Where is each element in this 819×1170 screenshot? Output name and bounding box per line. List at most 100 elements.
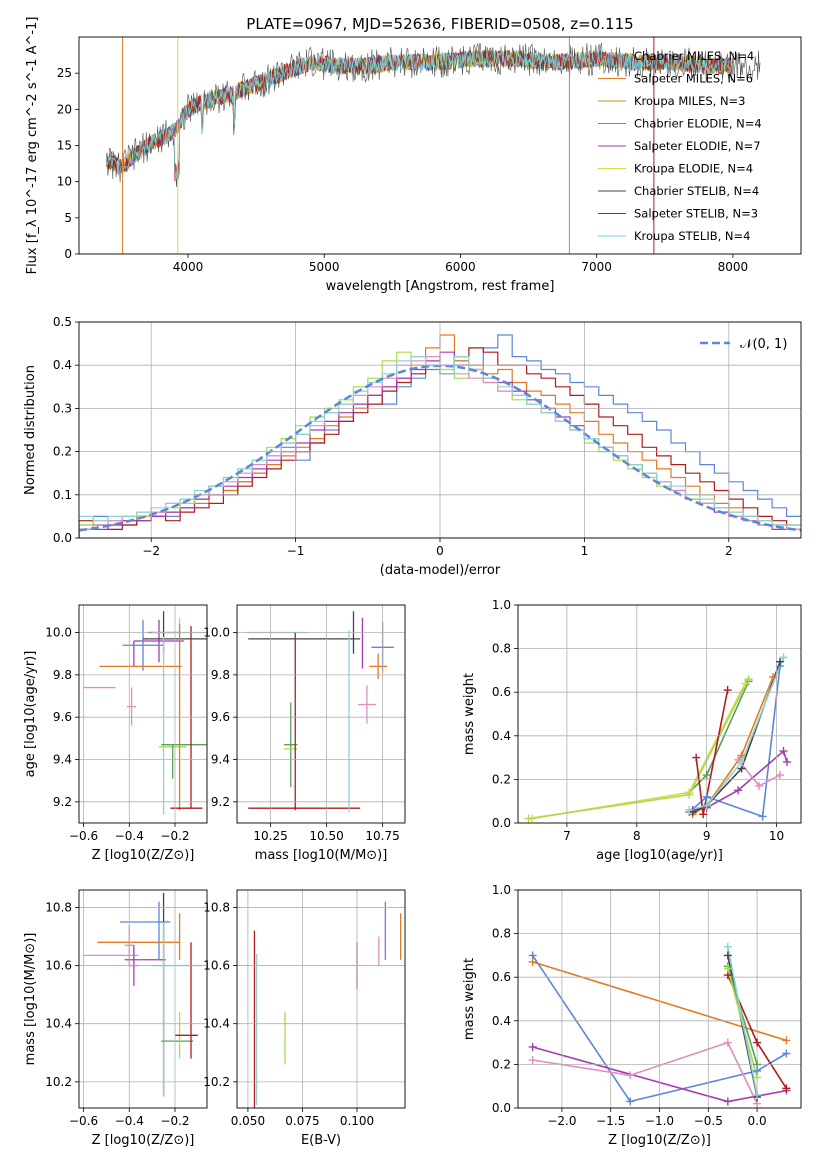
x-tick-label: −0.4 bbox=[115, 1114, 144, 1128]
y-tick-label: 10.8 bbox=[203, 900, 230, 914]
axes-frame bbox=[78, 36, 802, 255]
weight-series-line bbox=[688, 665, 781, 818]
weight-point-marker bbox=[723, 964, 732, 973]
y-tick-label: 10.4 bbox=[203, 1017, 230, 1031]
weight-point-marker bbox=[702, 801, 711, 810]
weight-point-marker bbox=[758, 812, 767, 821]
y-tick-label: 10.8 bbox=[45, 900, 72, 914]
x-tick-label: 10.75 bbox=[365, 829, 399, 843]
weight-point-marker bbox=[702, 792, 711, 801]
x-tick-label: 2 bbox=[725, 544, 733, 558]
weight-point-marker bbox=[782, 1036, 791, 1045]
y-tick-label: 0.5 bbox=[53, 315, 72, 329]
y-tick-label: 1.0 bbox=[492, 598, 511, 612]
plot-area bbox=[83, 892, 203, 1097]
y-tick-label: 0.1 bbox=[53, 488, 72, 502]
y-tick-label: 5 bbox=[64, 211, 72, 225]
weight-point-marker bbox=[524, 814, 533, 823]
y-tick-label: 10.6 bbox=[45, 959, 72, 973]
y-tick-label: 0.4 bbox=[492, 729, 511, 743]
weight-point-marker bbox=[753, 1073, 762, 1082]
weight-point-marker bbox=[702, 771, 711, 780]
x-tick-label: −1.0 bbox=[645, 1114, 674, 1128]
y-tick-label: 10 bbox=[57, 175, 72, 189]
x-axis-label: (data-model)/error bbox=[380, 563, 501, 578]
plot-area bbox=[105, 37, 761, 254]
plot-area bbox=[245, 611, 394, 813]
weight-point-marker bbox=[626, 1071, 635, 1080]
weight-series-line bbox=[692, 661, 781, 813]
x-tick-label: 5000 bbox=[309, 260, 340, 274]
y-tick-label: 25 bbox=[57, 66, 72, 80]
y-tick-label: 0 bbox=[64, 247, 72, 261]
spectrum-model-line bbox=[105, 50, 733, 180]
x-tick-label: −1 bbox=[287, 544, 305, 558]
x-tick-label: −2 bbox=[142, 544, 160, 558]
y-axis-label: age [log10(age/yr)] bbox=[23, 651, 38, 778]
weight-point-marker bbox=[685, 790, 694, 799]
y-tick-label: 10.0 bbox=[203, 626, 230, 640]
weight-point-marker bbox=[528, 1042, 537, 1051]
y-axis-label: mass weight bbox=[462, 673, 477, 755]
y-tick-label: 0.8 bbox=[492, 927, 511, 941]
axes-panel-7: −2.0 −1.5 −1.0 −0.5 0.0 0.0 0.2 0.4 0.6 0.8 1.0 Z [… bbox=[462, 883, 802, 1148]
x-tick-label: 10 bbox=[769, 829, 784, 843]
y-tick-label: 15 bbox=[57, 139, 72, 153]
weight-point-marker bbox=[737, 757, 746, 766]
legend-label: 𝒩(0, 1) bbox=[740, 337, 787, 352]
x-tick-label: −1.5 bbox=[596, 1114, 625, 1128]
axes-panel-2: −0.6 −0.4 −0.2 9.2 9.4 9.6 9.8 10.0 Z [log10(Z/Z… bbox=[23, 604, 208, 863]
y-tick-label: 0.0 bbox=[492, 816, 511, 830]
legend-label: Salpeter ELODIE, N=7 bbox=[634, 139, 761, 153]
weight-point-marker bbox=[741, 679, 750, 688]
y-tick-label: 10.0 bbox=[45, 626, 72, 640]
x-tick-label: −0.6 bbox=[69, 829, 98, 843]
weight-point-marker bbox=[753, 1060, 762, 1069]
x-axis-label: mass [log10(M/M⊙)] bbox=[255, 848, 388, 863]
y-tick-label: 9.4 bbox=[211, 753, 230, 767]
y-axis-label: Normed distribution bbox=[23, 365, 38, 495]
weight-point-marker bbox=[528, 957, 537, 966]
weight-series-line bbox=[531, 954, 787, 1103]
weight-point-marker bbox=[723, 951, 732, 960]
weight-point-marker bbox=[699, 810, 708, 819]
weight-point-marker bbox=[753, 1090, 762, 1099]
weight-point-marker bbox=[723, 942, 732, 951]
weight-point-marker bbox=[528, 1056, 537, 1065]
y-axis-label: Flux [f_λ 10^-17 erg cm^-2 s^-1 A^-1] bbox=[25, 17, 40, 275]
weight-series-line bbox=[692, 676, 774, 815]
x-tick-label: −0.6 bbox=[69, 1114, 98, 1128]
weight-point-marker bbox=[685, 805, 694, 814]
figure-title: PLATE=0967, MJD=52636, FIBERID=0508, z=0… bbox=[246, 15, 633, 33]
x-tick-label: −0.2 bbox=[160, 829, 189, 843]
x-tick-label: 0.075 bbox=[285, 1114, 319, 1128]
axes-frame bbox=[236, 889, 406, 1109]
weight-point-marker bbox=[779, 653, 788, 662]
y-axis-label: mass [log10(M/M⊙)] bbox=[23, 933, 38, 1066]
axes-panel-4: 7 8 9 10 0.0 0.2 0.4 0.6 0.8 1.0 age [log10(age/yr… bbox=[462, 598, 802, 863]
x-tick-label: 6000 bbox=[445, 260, 476, 274]
x-tick-label: 0.100 bbox=[340, 1114, 374, 1128]
x-tick-label: 7000 bbox=[581, 260, 612, 274]
legend-label: Kroupa STELIB, N=4 bbox=[634, 229, 751, 243]
x-tick-label: 4000 bbox=[173, 260, 204, 274]
axes-panel-1: −2 −1 0 1 2 0.0 0.1 0.2 0.3 0.4 0.5 (data-model)/er… bbox=[23, 315, 802, 578]
y-axis-label: mass weight bbox=[462, 958, 477, 1040]
y-tick-label: 0.0 bbox=[53, 531, 72, 545]
weight-point-marker bbox=[755, 781, 764, 790]
y-tick-label: 10.4 bbox=[45, 1017, 72, 1031]
y-tick-label: 0.8 bbox=[492, 642, 511, 656]
axes-frame bbox=[236, 604, 406, 824]
weight-point-marker bbox=[723, 1097, 732, 1106]
y-tick-label: 0.2 bbox=[492, 1057, 511, 1071]
y-tick-label: 1.0 bbox=[492, 883, 511, 897]
weight-point-marker bbox=[734, 786, 743, 795]
legend-label: Chabrier STELIB, N=4 bbox=[634, 184, 759, 198]
y-tick-label: 0.3 bbox=[53, 401, 72, 415]
y-tick-label: 9.6 bbox=[53, 710, 72, 724]
weight-series-line bbox=[532, 1041, 758, 1104]
weight-point-marker bbox=[776, 657, 785, 666]
x-tick-label: 9 bbox=[703, 829, 711, 843]
weight-point-marker bbox=[744, 675, 753, 684]
weight-point-marker bbox=[753, 1038, 762, 1047]
